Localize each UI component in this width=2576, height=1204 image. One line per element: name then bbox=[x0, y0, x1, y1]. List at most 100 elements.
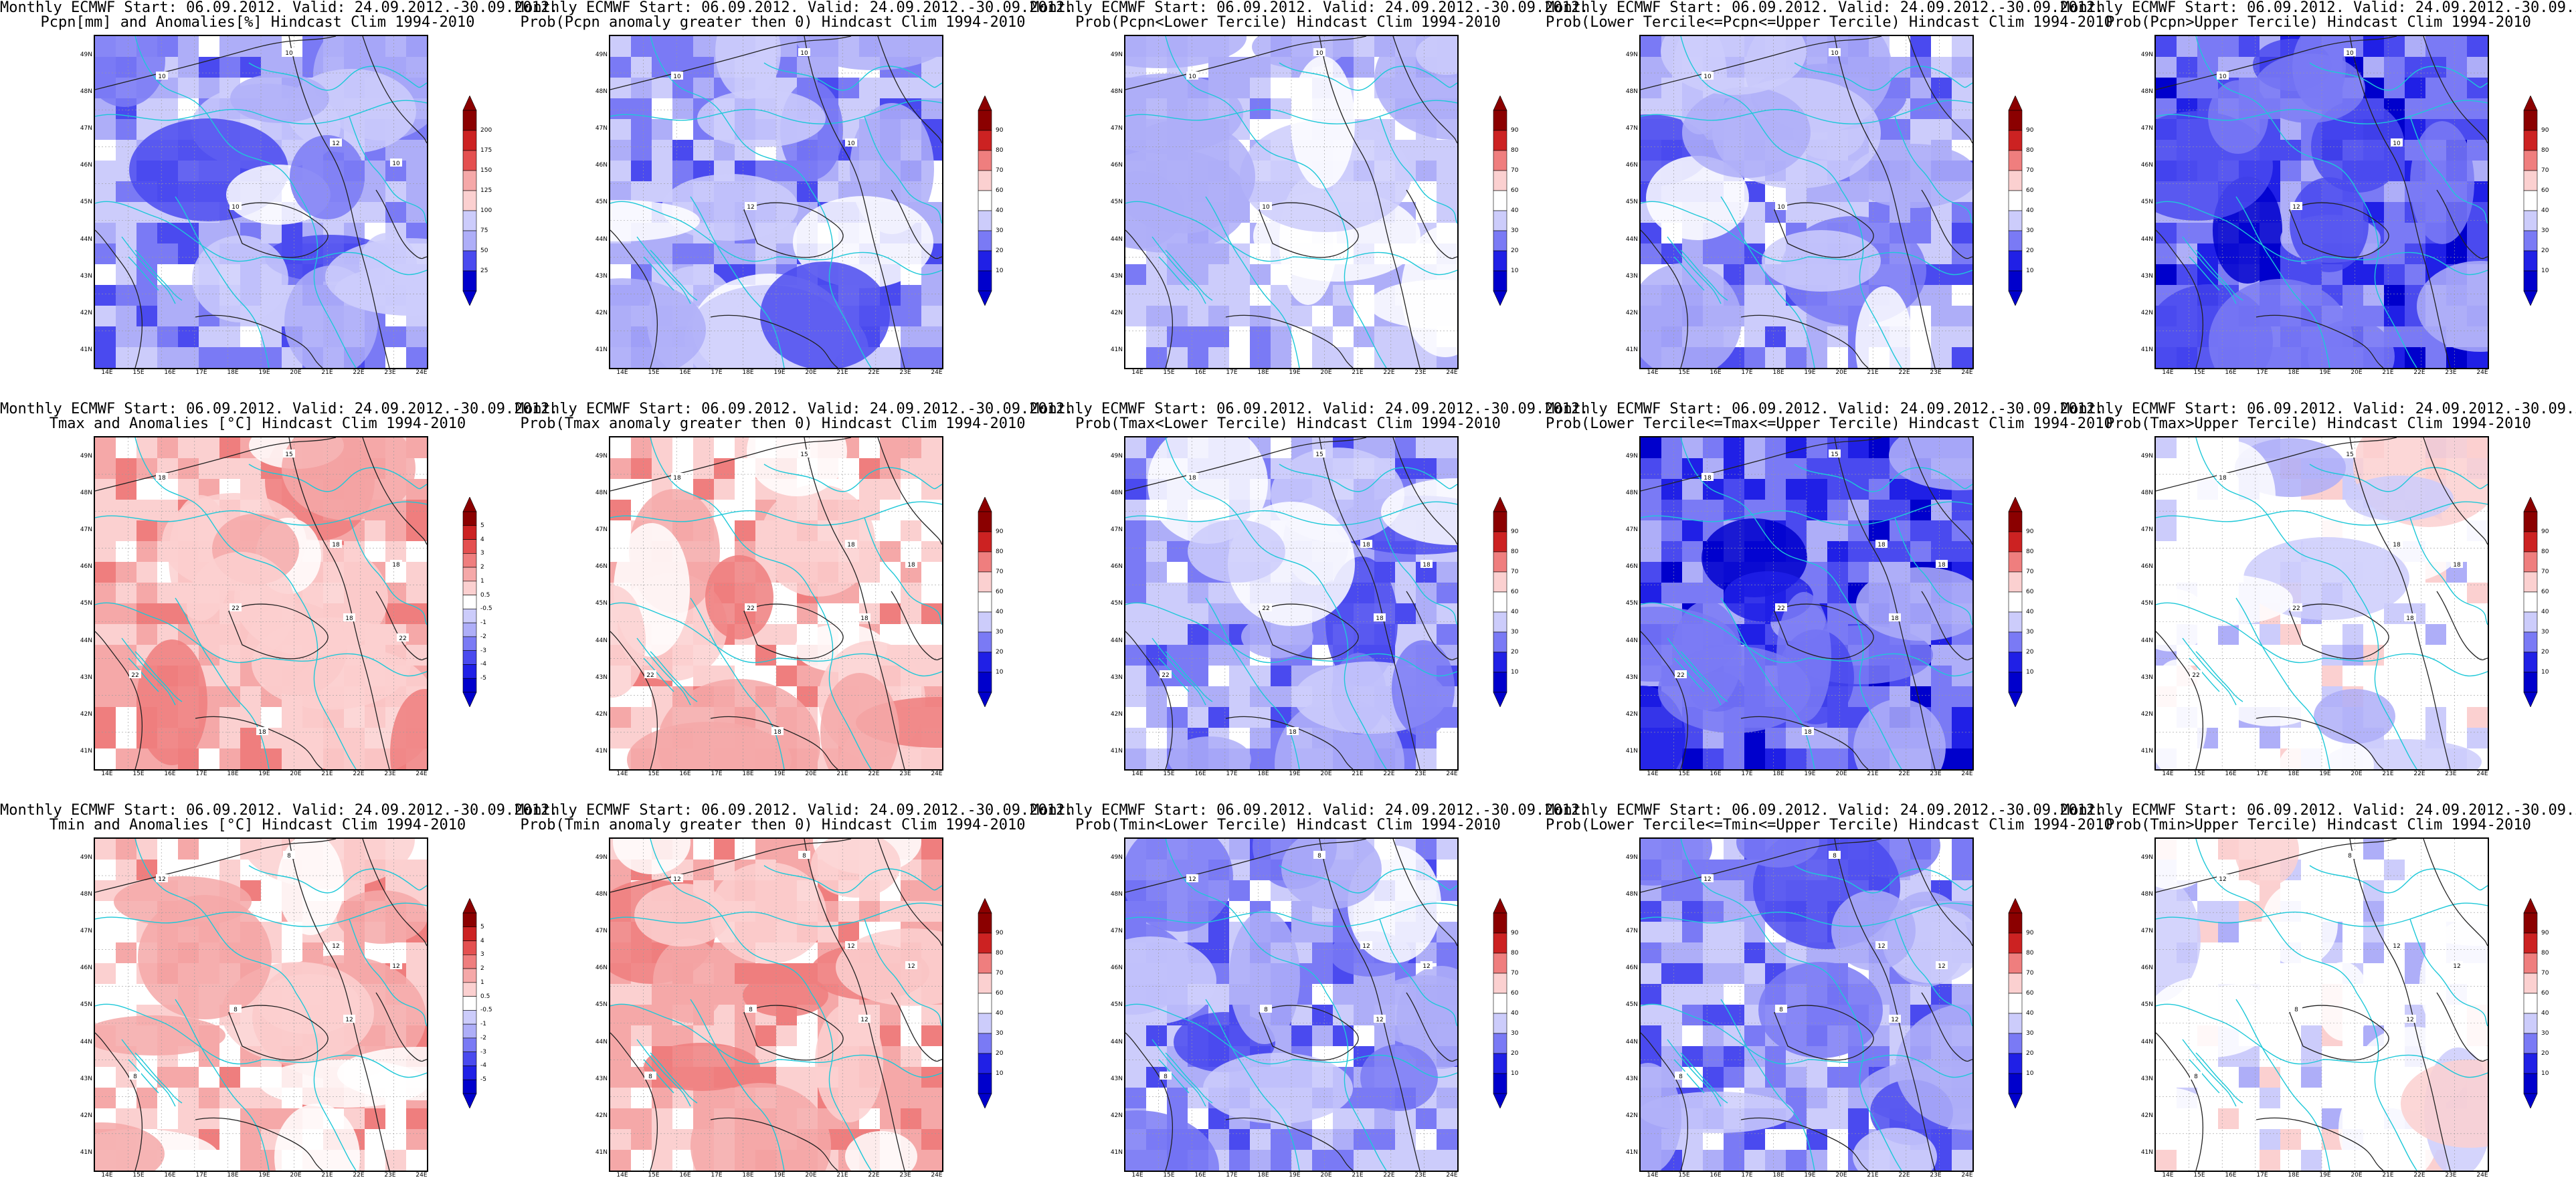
shaded-cell bbox=[1744, 1067, 1766, 1088]
shaded-cell bbox=[1703, 479, 1724, 500]
shaded-cell bbox=[652, 437, 673, 459]
shaded-cell bbox=[219, 1088, 241, 1109]
shaded-cell bbox=[1848, 1108, 1869, 1130]
colorbar-bottom-arrow bbox=[462, 692, 477, 707]
shaded-cell bbox=[714, 500, 735, 521]
shaded-cell bbox=[714, 243, 735, 265]
shaded-cell bbox=[1682, 541, 1704, 563]
shaded-cell bbox=[199, 1067, 220, 1088]
shaded-cell bbox=[136, 326, 158, 348]
shaded-region bbox=[697, 90, 826, 147]
shaded-cell bbox=[95, 437, 116, 459]
colorbar-tick-label: 90 bbox=[2541, 127, 2549, 134]
contour-label-bg bbox=[2344, 48, 2356, 56]
colorbar-segment bbox=[2523, 250, 2538, 272]
shaded-cell bbox=[2218, 748, 2239, 769]
colorbar-segment bbox=[2523, 130, 2538, 151]
contour-label: 12 bbox=[1362, 943, 1370, 950]
latitude-label: 43N bbox=[2140, 674, 2153, 681]
shaded-cell bbox=[95, 562, 116, 583]
shaded-cell bbox=[1437, 181, 1457, 203]
shaded-cell bbox=[1807, 458, 1828, 480]
shaded-cell bbox=[2322, 666, 2343, 687]
latitude-label: 42N bbox=[1625, 309, 1638, 316]
border-line bbox=[777, 653, 942, 677]
shaded-cell bbox=[1952, 541, 1972, 563]
shaded-cell bbox=[1703, 1046, 1724, 1068]
shaded-region bbox=[820, 673, 899, 769]
shaded-cell bbox=[1827, 1108, 1849, 1130]
longitude-label: 19E bbox=[1804, 771, 1816, 777]
colorbar-segment bbox=[462, 678, 477, 693]
shaded-cell bbox=[1931, 119, 1952, 140]
forecast-panel: Monthly ECMWF Start: 06.09.2012. Valid: … bbox=[1546, 401, 2113, 803]
longitude-label: 18E bbox=[742, 369, 754, 376]
longitude-label: 15E bbox=[1678, 771, 1690, 777]
shaded-cell bbox=[1271, 285, 1292, 306]
longitude-label: 22E bbox=[868, 1172, 880, 1179]
shaded-cell bbox=[116, 942, 137, 964]
shaded-cell bbox=[95, 666, 116, 687]
shaded-cell bbox=[1271, 1150, 1292, 1171]
shaded-cell bbox=[1682, 1025, 1704, 1047]
shaded-cell bbox=[1765, 942, 1786, 964]
colorbar-segment bbox=[2008, 551, 2023, 573]
longitude-label: 17E bbox=[195, 369, 207, 376]
colorbar-tick-label: 70 bbox=[996, 970, 1004, 977]
shaded-cell bbox=[95, 264, 116, 286]
colorbar-tick-label: 10 bbox=[2026, 268, 2034, 274]
shaded-cell bbox=[95, 181, 116, 203]
shaded-cell bbox=[1682, 520, 1704, 542]
longitude-label: 24E bbox=[931, 369, 943, 376]
colorbar-tick-label: 60 bbox=[996, 990, 1004, 997]
shaded-cell bbox=[610, 984, 632, 1005]
shaded-region bbox=[2314, 689, 2395, 744]
longitude-label: 22E bbox=[1383, 1172, 1395, 1179]
contour-label: 8 bbox=[287, 853, 291, 860]
shaded-cell bbox=[95, 243, 116, 265]
latitude-label: 41N bbox=[595, 346, 608, 353]
shaded-cell bbox=[1125, 748, 1147, 769]
shaded-cell bbox=[2405, 78, 2426, 99]
shaded-cell bbox=[1661, 458, 1683, 480]
shaded-cell bbox=[1229, 686, 1251, 708]
shaded-cell bbox=[1807, 1108, 1828, 1130]
shaded-cell bbox=[693, 243, 715, 265]
shaded-cell bbox=[2446, 36, 2468, 58]
colorbar-tick-label: 60 bbox=[2541, 187, 2549, 194]
shaded-cell bbox=[1250, 880, 1271, 902]
shaded-cell bbox=[2467, 728, 2488, 749]
shaded-cell bbox=[797, 57, 818, 78]
shaded-region bbox=[760, 262, 890, 368]
shaded-cell bbox=[1395, 347, 1416, 368]
longitude-label: 15E bbox=[648, 369, 660, 376]
shaded-cell bbox=[755, 243, 777, 265]
shaded-cell bbox=[1765, 326, 1786, 348]
shaded-cell bbox=[136, 1108, 158, 1130]
shaded-cell bbox=[1641, 57, 1662, 78]
shaded-cell bbox=[178, 243, 199, 265]
contour-label-bg bbox=[229, 603, 242, 611]
latitude-label: 48N bbox=[1625, 88, 1638, 96]
shaded-cell bbox=[755, 1025, 777, 1047]
shaded-cell bbox=[2446, 347, 2468, 368]
contour-label-bg bbox=[390, 159, 402, 167]
colorbar-segment bbox=[1493, 672, 1507, 693]
shaded-cell bbox=[2177, 437, 2198, 459]
shaded-cell bbox=[1682, 984, 1704, 1005]
shaded-cell bbox=[1146, 285, 1168, 306]
shaded-cell bbox=[116, 437, 137, 459]
shaded-cell bbox=[714, 1025, 735, 1047]
contour-label: 22 bbox=[131, 672, 139, 679]
map-area: 10 10 10 bbox=[1639, 35, 1974, 369]
colorbar-top-arrow bbox=[978, 898, 992, 914]
shaded-cell bbox=[157, 347, 179, 368]
shaded-cell bbox=[1229, 243, 1251, 265]
colorbar-tick-label: 70 bbox=[996, 167, 1004, 174]
latitude-label: 49N bbox=[595, 453, 608, 460]
colorbar-segment bbox=[462, 1023, 477, 1039]
border-line bbox=[1279, 62, 1457, 91]
shaded-cell bbox=[1952, 686, 1972, 708]
shaded-cell bbox=[178, 1108, 199, 1130]
colorbar-segment bbox=[2008, 651, 2023, 673]
